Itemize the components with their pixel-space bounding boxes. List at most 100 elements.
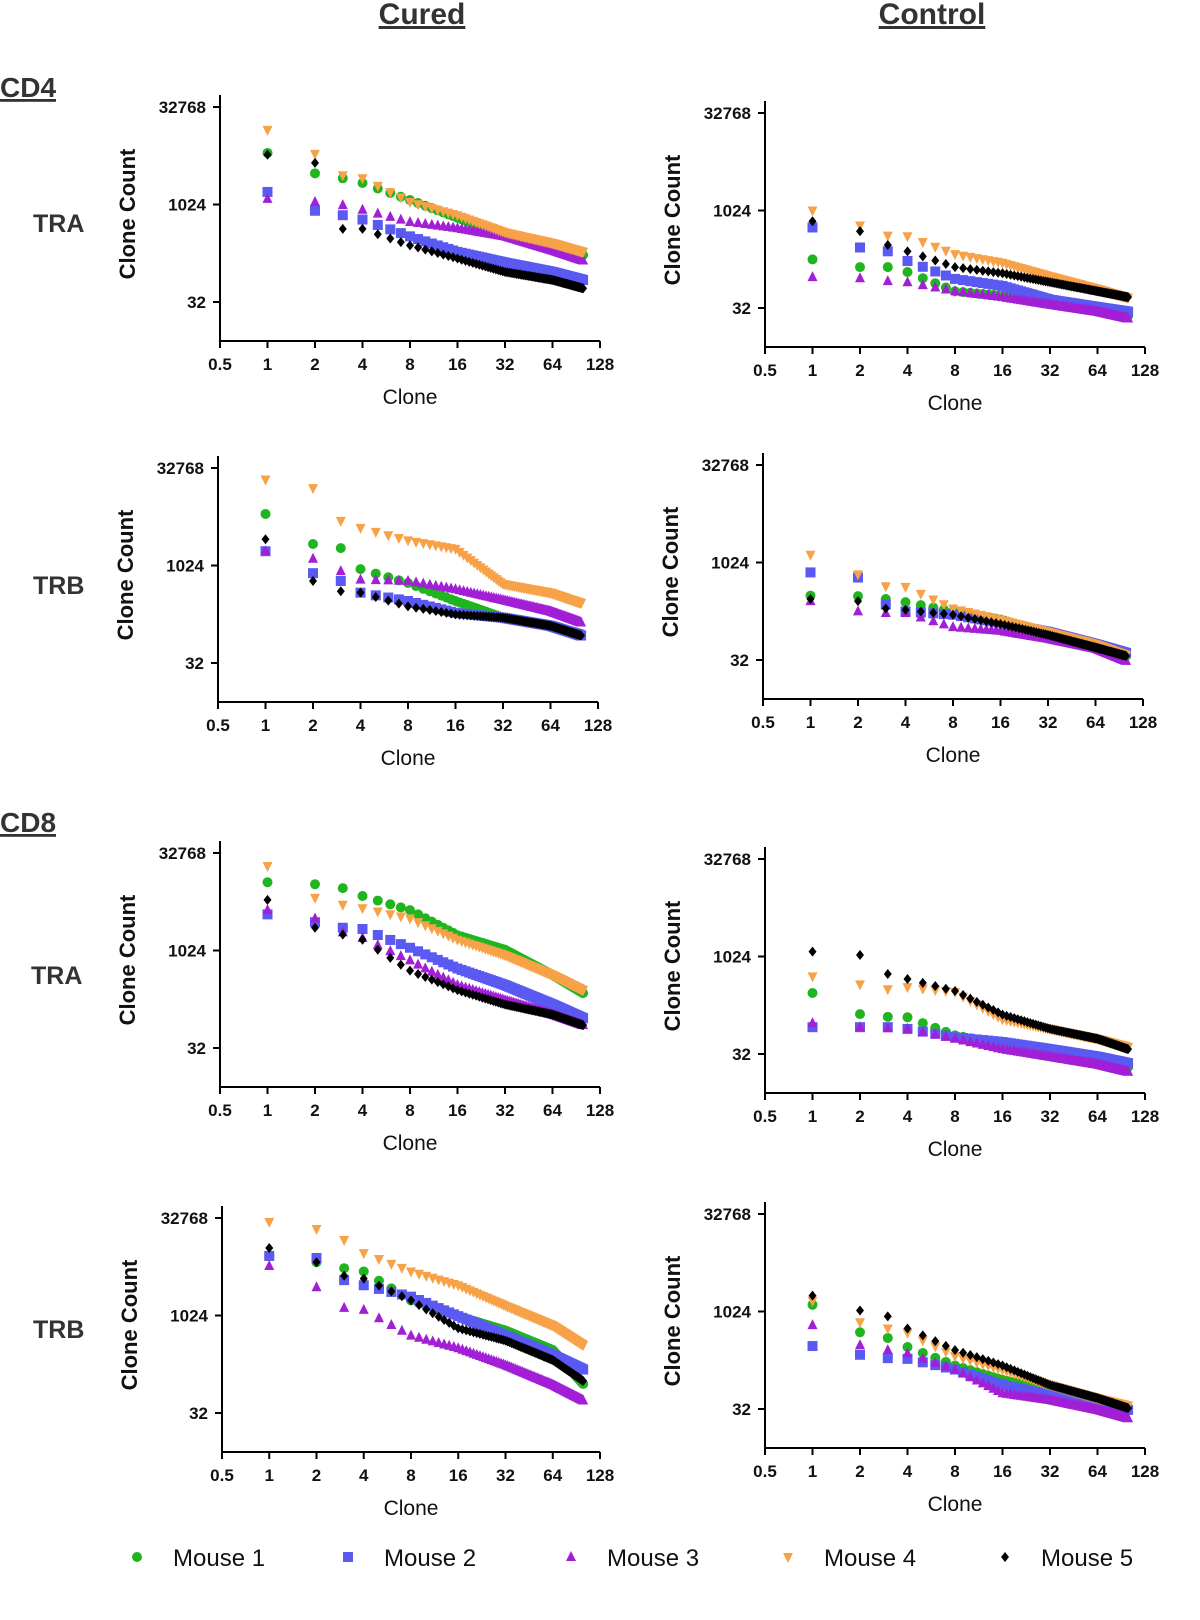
y-tick-label: 1024 [713, 1303, 751, 1322]
data-point [948, 604, 958, 615]
data-point [426, 965, 437, 976]
x-tick-label: 32 [494, 716, 513, 735]
data-point [930, 1342, 941, 1353]
data-point [917, 238, 928, 249]
data-point [413, 217, 424, 228]
data-point [948, 621, 958, 632]
y-tick-label: 32768 [704, 104, 751, 123]
panel-cd4-tra-control: 0.5 1 2 4 8 16 32 64 128 32 1024 32768 Clone Clone Co… [660, 101, 1159, 415]
data-point [383, 574, 394, 585]
data-point [900, 582, 911, 593]
data-point [882, 231, 893, 242]
x-tick-label: 0.5 [753, 1107, 777, 1126]
data-point [916, 606, 925, 617]
data-point [902, 232, 913, 243]
x-tick-label: 2 [312, 1466, 321, 1485]
data-point [387, 1286, 396, 1297]
data-point [335, 543, 346, 554]
data-point [917, 273, 928, 284]
data-point [420, 218, 431, 229]
series-mouse-5 [808, 216, 1133, 303]
data-point [357, 203, 368, 214]
data-point [882, 1332, 893, 1343]
data-point [940, 1347, 951, 1358]
data-point [264, 1259, 275, 1270]
data-point [856, 1305, 864, 1316]
data-point [403, 575, 413, 586]
data-point [882, 1011, 893, 1022]
data-point [337, 900, 348, 911]
data-point [917, 1018, 928, 1029]
y-tick-label: 1024 [711, 554, 749, 573]
y-tick-label: 1024 [170, 1307, 208, 1326]
x-tick-label: 16 [448, 355, 467, 374]
data-point [396, 959, 405, 970]
data-point [807, 222, 818, 233]
data-point [262, 862, 273, 873]
x-tick-label: 2 [855, 1462, 864, 1481]
data-point [928, 595, 939, 606]
data-point [978, 265, 987, 276]
data-point [420, 921, 431, 932]
x-tick-label: 1 [806, 713, 815, 732]
data-point [989, 267, 998, 278]
data-point [959, 263, 968, 274]
data-point [917, 1336, 928, 1347]
data-point [578, 986, 589, 997]
x-tick-label: 64 [1086, 713, 1105, 732]
data-point [308, 568, 318, 579]
x-tick-label: 8 [948, 713, 957, 732]
y-tick-label: 32768 [704, 850, 751, 869]
x-tick-label: 2 [853, 713, 862, 732]
data-point [855, 1327, 865, 1338]
data-point [358, 1303, 369, 1314]
y-tick-label: 32 [732, 1045, 751, 1064]
y-axis-label: Clone Count [115, 148, 140, 279]
x-axis-label: Clone [383, 386, 438, 409]
data-point [965, 1036, 976, 1047]
x-tick-label: 32 [1039, 713, 1058, 732]
data-point [917, 1026, 928, 1037]
data-point [1017, 1368, 1026, 1379]
x-tick-label: 2 [310, 1101, 319, 1120]
panel-cd4-tra-cured: 0.5 1 2 4 8 16 32 64 128 32 1024 32768 Clone Clone Co… [115, 95, 614, 409]
data-point [311, 157, 319, 168]
data-point [902, 267, 913, 278]
x-tick-label: 8 [406, 1466, 415, 1485]
data-point [310, 168, 320, 179]
data-point [950, 1363, 960, 1374]
legend-marker-diamond-icon [1001, 1552, 1009, 1562]
data-point [882, 246, 893, 257]
data-point [940, 246, 951, 257]
data-point [902, 1347, 913, 1358]
data-point [917, 984, 928, 995]
data-point [931, 255, 940, 266]
data-point [438, 957, 449, 968]
data-point [964, 612, 973, 623]
series-mouse-4 [260, 475, 587, 610]
data-point [338, 223, 347, 234]
x-tick-label: 128 [586, 355, 614, 374]
data-point [337, 883, 348, 894]
x-axis-label: Clone [381, 747, 436, 770]
x-tick-label: 2 [308, 716, 317, 735]
data-point [930, 281, 941, 292]
data-point [359, 1273, 368, 1284]
data-point [308, 552, 318, 563]
data-point [579, 1020, 588, 1031]
data-point [917, 1352, 928, 1363]
data-point [1123, 1412, 1134, 1423]
x-axis-label: Clone [383, 1132, 438, 1155]
data-point [357, 214, 368, 225]
x-tick-label: 4 [903, 1462, 913, 1481]
y-tick-label: 1024 [713, 202, 751, 221]
data-point [903, 974, 912, 985]
data-point [358, 1249, 369, 1260]
data-point [404, 601, 412, 612]
data-point [372, 219, 383, 230]
data-point [971, 1037, 982, 1048]
data-point [900, 597, 911, 608]
data-point [385, 910, 396, 921]
data-point [918, 977, 927, 988]
data-point [931, 981, 940, 992]
